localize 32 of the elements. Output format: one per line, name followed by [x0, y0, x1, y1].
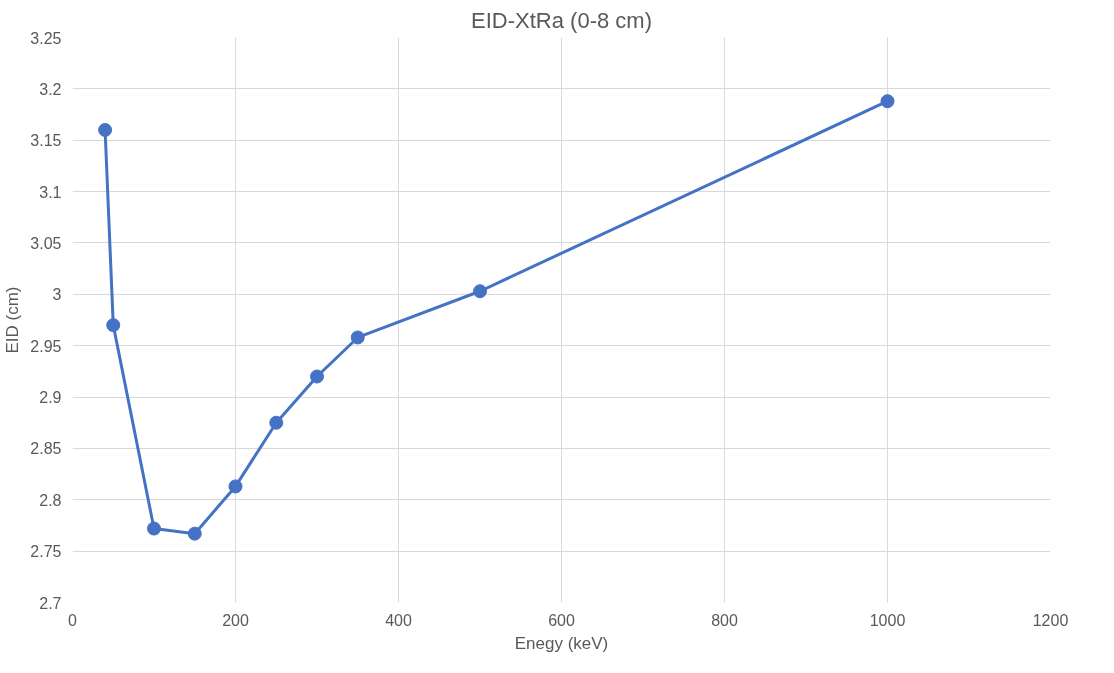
x-tick-label: 1000: [869, 611, 906, 629]
x-axis-title: Enegy (keV): [514, 633, 609, 653]
y-tick-label: 3: [52, 286, 62, 304]
y-tick-label: 2.95: [30, 337, 62, 355]
point: [350, 330, 365, 345]
y-tick-label: 3.1: [39, 183, 62, 201]
y-tick-label: 3.25: [30, 29, 62, 47]
point: [269, 415, 284, 430]
point: [106, 318, 121, 333]
y-tick-label: 2.8: [39, 491, 62, 509]
y-axis-title: EID (cm): [3, 286, 23, 354]
point: [147, 521, 161, 536]
x-tick-label: 0: [68, 611, 78, 629]
y-tick-label: 2.75: [30, 543, 62, 561]
y-tick-label: 3.2: [39, 80, 62, 98]
y-tick-label: 3.15: [30, 132, 62, 150]
x-tick-label: 600: [548, 611, 575, 629]
y-tick-label: 2.7: [39, 594, 62, 612]
y-tick-label: 3.05: [30, 234, 62, 252]
x-tick-label: 800: [711, 611, 738, 629]
point: [310, 369, 324, 384]
point: [228, 479, 243, 494]
chart-title: EID-XtRa (0-8 cm): [471, 7, 652, 33]
point: [98, 122, 113, 137]
y-tick-label: 2.85: [30, 440, 62, 458]
x-tick-label: 400: [385, 611, 412, 629]
x-tick-label: 1200: [1032, 611, 1069, 629]
x-tick-label: 200: [222, 611, 249, 629]
y-tick-label: 2.9: [39, 389, 62, 407]
point: [187, 526, 202, 541]
point: [473, 284, 487, 299]
point: [880, 94, 895, 109]
